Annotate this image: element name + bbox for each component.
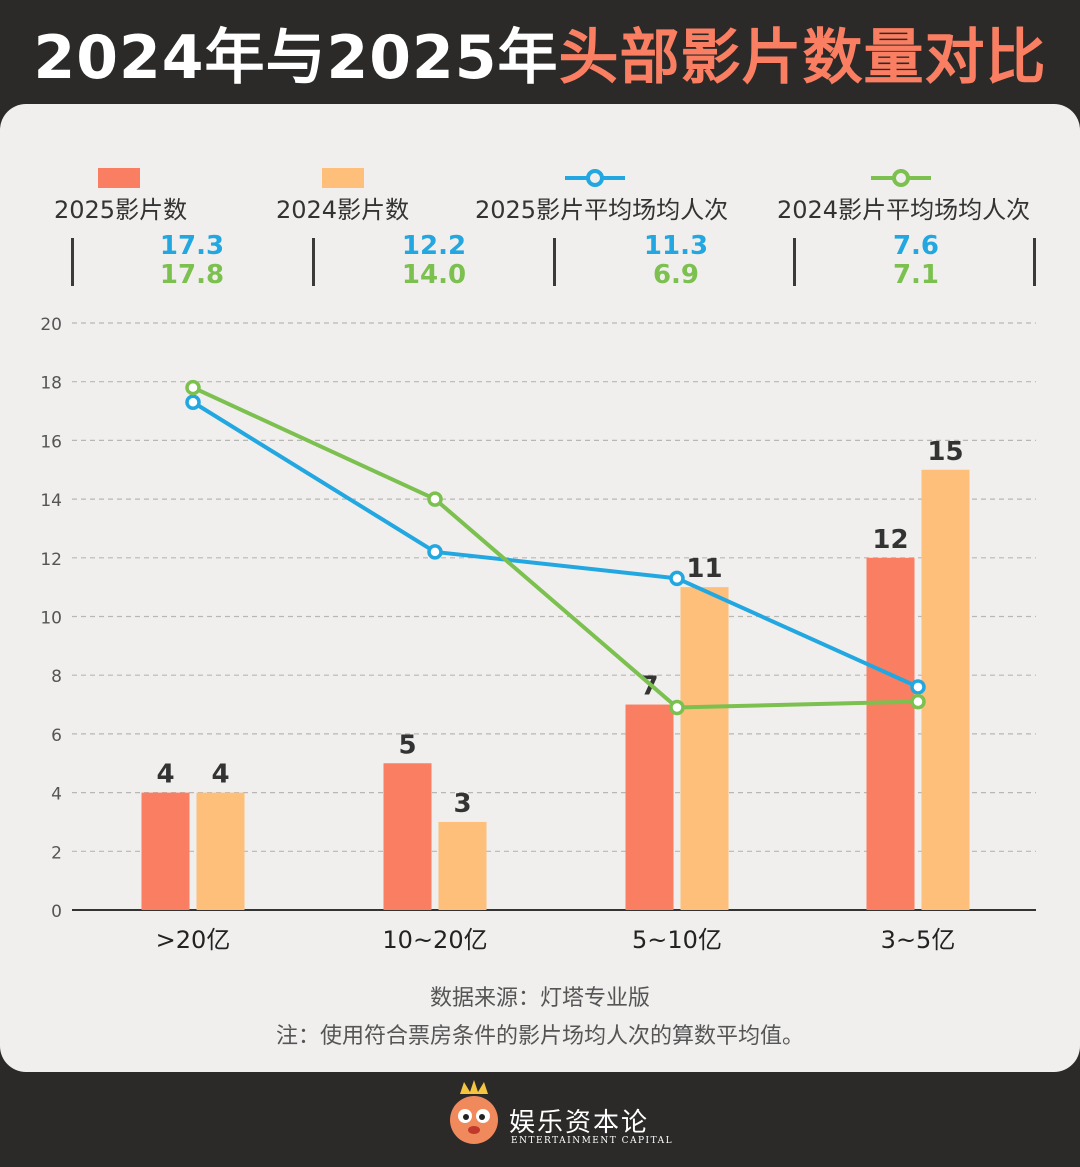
value-2024: 14.0: [401, 260, 467, 290]
brand-name: 娱乐资本论: [509, 1108, 650, 1138]
y-tick-label: 20: [40, 315, 62, 335]
title-part-1: 2024年与2025年: [33, 22, 559, 93]
bar: [866, 557, 915, 910]
bar-value-label: 4: [156, 760, 174, 790]
page-title: 2024年与2025年 头部影片数量对比: [0, 0, 1080, 104]
bar: [921, 469, 970, 910]
line-point: [427, 544, 443, 560]
legend-label-2024-avg: 2024影片平均场均人次: [777, 196, 1031, 224]
value-cell: 11.3 6.9: [556, 232, 796, 290]
bar: [141, 792, 190, 910]
value-divider: [553, 238, 556, 286]
bar: [680, 587, 729, 910]
value-cell: 12.2 14.0: [314, 232, 554, 290]
value-2024: 7.1: [892, 260, 940, 290]
x-tick-label: >20亿: [156, 926, 231, 954]
y-tick-label: 4: [51, 785, 62, 805]
value-2025: 7.6: [892, 231, 940, 261]
value-divider: [793, 238, 796, 286]
x-tick-label: 10~20亿: [382, 926, 487, 954]
brand-logo-icon: [450, 1080, 498, 1144]
value-divider: [71, 238, 74, 286]
y-tick-label: 12: [40, 550, 62, 570]
series-line: [192, 385, 919, 710]
value-cell: 17.3 17.8: [72, 232, 312, 290]
bar-value-label: 15: [927, 437, 963, 467]
y-tick-label: 14: [40, 491, 62, 511]
y-tick-label: 18: [40, 374, 62, 394]
y-tick-label: 10: [40, 609, 62, 629]
legend-label-2025-count: 2025影片数: [54, 196, 188, 224]
y-tick-label: 16: [40, 432, 62, 452]
legend-swatch-2025-count: [98, 168, 140, 188]
y-tick-label: 0: [51, 902, 62, 922]
legend-item-2025-count: 2025影片数: [54, 136, 254, 224]
line-point: [185, 394, 201, 410]
value-2025: 12.2: [401, 231, 467, 261]
bar: [438, 821, 487, 910]
legend-line-2024-avg: [871, 169, 931, 187]
line-point: [910, 693, 926, 710]
bar-value-label: 3: [453, 789, 471, 819]
value-cell: 7.6 7.1: [796, 232, 1036, 290]
bar-value-label: 12: [872, 525, 908, 555]
legend-label-2024-count: 2024影片数: [276, 196, 410, 224]
legend-swatch-2024-count: [322, 168, 364, 188]
bar: [383, 763, 432, 910]
data-source: 数据来源：灯塔专业版: [429, 986, 650, 1011]
legend-item-2024-count: 2024影片数: [276, 136, 476, 224]
line-point: [669, 570, 685, 587]
legend-item-2024-avg: 2024影片平均场均人次: [777, 136, 1057, 224]
line-point: [427, 491, 443, 507]
value-2025: 17.3: [159, 231, 225, 261]
line-point: [185, 379, 201, 396]
legend-item-2025-avg: 2025影片平均场均人次: [475, 136, 755, 224]
line-point: [669, 699, 685, 716]
bar-value-label: 11: [686, 554, 722, 584]
value-2025: 11.3: [643, 231, 709, 261]
y-tick-label: 8: [51, 667, 62, 687]
bar-value-label: 4: [211, 760, 229, 790]
bar-value-label: 5: [398, 730, 416, 760]
value-2024: 6.9: [652, 260, 700, 290]
footnote: 注：使用符合票房条件的影片场均人次的算数平均值。: [275, 1024, 804, 1049]
legend-line-2025-avg: [565, 169, 625, 187]
bar: [625, 704, 674, 910]
x-tick-label: 3~5亿: [881, 926, 956, 954]
y-tick-label: 6: [51, 726, 62, 746]
y-tick-label: 2: [51, 843, 62, 863]
brand-name-en: ENTERTAINMENT CAPITAL: [511, 1136, 674, 1146]
value-divider: [312, 238, 315, 286]
line-point: [910, 679, 926, 695]
x-tick-label: 5~10亿: [632, 926, 722, 954]
title-part-2: 头部影片数量对比: [558, 22, 1047, 93]
value-divider: [1033, 238, 1036, 286]
value-2024: 17.8: [159, 260, 225, 290]
series-line: [191, 400, 919, 689]
legend-label-2025-avg: 2025影片平均场均人次: [475, 196, 729, 224]
bar: [196, 792, 245, 910]
